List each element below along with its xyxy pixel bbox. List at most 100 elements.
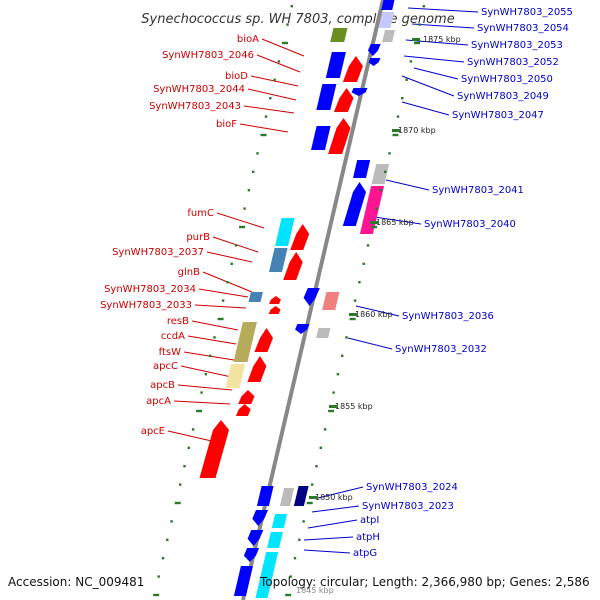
gene-label-synwh7803-2052[interactable]: SynWH7803_2052 — [467, 57, 559, 68]
gene-feature-bioA[interactable] — [330, 28, 348, 42]
gene-feature-synwh7803-2024c[interactable] — [293, 486, 309, 506]
gene-feature-purB[interactable] — [269, 248, 288, 272]
gene-feature-lower-a[interactable] — [233, 566, 253, 596]
gene-label-apcA[interactable]: apcA — [146, 396, 171, 407]
connector-left-10 — [198, 288, 249, 298]
gene-feature-synwh7803-2046[interactable] — [325, 52, 346, 78]
gene-feature-synwh7803-2041b[interactable] — [371, 164, 390, 184]
gene-label-ftsW[interactable]: ftsW — [159, 347, 181, 358]
gene-label-synwh7803-2044[interactable]: SynWH7803_2044 — [153, 84, 245, 95]
gene-feature-synwh7803-2034[interactable] — [269, 296, 281, 304]
gene-label-atpI[interactable]: atpI — [360, 515, 379, 526]
gene-feature-synwh7803-2037[interactable] — [283, 252, 303, 280]
gene-feature-bioF[interactable] — [311, 126, 331, 150]
gene-feature-fumC-2[interactable] — [290, 224, 310, 250]
gene-label-synwh7803-2054[interactable]: SynWH7803_2054 — [477, 23, 569, 34]
gene-label-bioA[interactable]: bioA — [237, 34, 259, 45]
scale-tick-left-29 — [166, 538, 169, 541]
gene-label-fumC[interactable]: fumC — [187, 208, 214, 219]
major-tick-0 — [412, 38, 420, 41]
scale-tick-right-32 — [285, 593, 292, 597]
gene-feature-bioD[interactable] — [342, 56, 363, 82]
position-tick-labels: 1875 kbp 1870 kbp 1865 kbp 1860 kbp 1855… — [296, 35, 461, 595]
scale-tick-left-5 — [269, 97, 272, 100]
gene-label-synwh7803-2055[interactable]: SynWH7803_2055 — [481, 7, 573, 18]
scale-tick-left-15 — [226, 281, 229, 284]
gene-label-purB[interactable]: purB — [186, 232, 210, 243]
gene-feature-apcE[interactable] — [199, 420, 230, 478]
connector-right-7 — [385, 179, 430, 191]
gene-feature-atpG[interactable] — [243, 548, 260, 562]
gene-label-atpG[interactable]: atpG — [353, 548, 377, 559]
gene-feature-synwh7803-2052[interactable] — [367, 44, 381, 56]
gene-label-synwh7803-2033[interactable]: SynWH7803_2033 — [100, 300, 192, 311]
gene-label-synwh7803-2034[interactable]: SynWH7803_2034 — [104, 284, 196, 295]
gene-feature-synwh7803-2049[interactable] — [351, 88, 368, 96]
gene-label-synwh7803-2046[interactable]: SynWH7803_2046 — [162, 50, 254, 61]
gene-label-synwh7803-2032[interactable]: SynWH7803_2032 — [395, 344, 487, 355]
gene-feature-synwh7803-2023[interactable] — [252, 510, 268, 526]
gene-feature-synwh7803-2036b[interactable] — [322, 292, 340, 310]
gene-feature-synwh7803-2032b[interactable] — [316, 328, 331, 338]
gene-feature-bioF-2[interactable] — [328, 118, 351, 154]
gene-feature-synwh7803-2054[interactable] — [378, 12, 395, 28]
gene-label-synwh7803-2024[interactable]: SynWH7803_2024 — [366, 482, 458, 493]
scale-tick-left-3 — [277, 60, 281, 63]
gene-label-atpH[interactable]: atpH — [356, 532, 380, 543]
gene-feature-synwh7803-2024a[interactable] — [256, 486, 274, 506]
gene-feature-synwh7803-2032[interactable] — [295, 324, 310, 334]
gene-feature-atpG-2[interactable] — [255, 552, 279, 598]
gene-feature-apcB[interactable] — [238, 390, 255, 404]
gene-feature-apcC[interactable] — [225, 364, 246, 388]
gene-feature-synwh7803-2040[interactable] — [342, 182, 366, 226]
scale-tick-left-31 — [157, 575, 160, 578]
gene-feature-synwh7803-2040b[interactable] — [359, 186, 385, 234]
gene-label-ccdA[interactable]: ccdA — [161, 331, 185, 342]
gene-feature-ccdA[interactable] — [254, 328, 273, 352]
gene-feature-synwh7803-2036[interactable] — [303, 288, 320, 306]
gene-feature-resB[interactable] — [233, 322, 257, 362]
gene-label-synwh7803-2023[interactable]: SynWH7803_2023 — [362, 501, 454, 512]
gene-feature-atpH-2[interactable] — [267, 532, 283, 548]
gene-feature-ftsW[interactable] — [247, 356, 267, 382]
gene-label-synwh7803-2050[interactable]: SynWH7803_2050 — [461, 74, 553, 85]
tick-label-1845-kbp: 1845 kbp — [296, 586, 334, 595]
gene-label-bioD[interactable]: bioD — [225, 71, 248, 82]
connector-right-9 — [355, 305, 400, 317]
gene-feature-synwh7803-2024b[interactable] — [279, 488, 295, 506]
gene-feature-glnB[interactable] — [248, 292, 263, 302]
gene-label-synwh7803-2037[interactable]: SynWH7803_2037 — [112, 247, 204, 258]
gene-label-bioF[interactable]: bioF — [216, 119, 237, 130]
scale-tick-right-13 — [366, 244, 370, 247]
scale-tick-left-30 — [161, 557, 165, 560]
gene-label-apcE[interactable]: apcE — [141, 426, 165, 437]
accession-text: Accession: NC_009481 — [8, 575, 144, 589]
scale-tick-left-28 — [170, 520, 173, 523]
gene-label-synwh7803-2047[interactable]: SynWH7803_2047 — [452, 110, 544, 121]
gene-label-synwh7803-2041[interactable]: SynWH7803_2041 — [432, 185, 524, 196]
gene-feature-synwh7803-2041[interactable] — [353, 160, 371, 178]
gene-feature-synwh7803-2044[interactable] — [316, 84, 337, 110]
map-title: Synechococcus sp. WH 7803, complete geno… — [141, 12, 454, 27]
connector-left-6 — [216, 212, 265, 229]
gene-label-apcB[interactable]: apcB — [150, 380, 175, 391]
gene-label-synwh7803-2049[interactable]: SynWH7803_2049 — [457, 91, 549, 102]
gene-label-synwh7803-2053[interactable]: SynWH7803_2053 — [471, 40, 563, 51]
gene-label-synwh7803-2043[interactable]: SynWH7803_2043 — [149, 101, 241, 112]
scale-tick-left-21 — [200, 391, 203, 394]
gene-label-resB[interactable]: resB — [167, 316, 189, 327]
gene-label-apcC[interactable]: apcC — [153, 361, 178, 372]
gene-feature-synwh7803-2050[interactable] — [368, 58, 381, 66]
gene-feature-synwh7803-2033[interactable] — [268, 306, 281, 314]
gene-feature-apcA[interactable] — [235, 404, 251, 416]
gene-label-synwh7803-2036[interactable]: SynWH7803_2036 — [402, 311, 494, 322]
scale-tick-left-9 — [252, 170, 255, 173]
gene-label-synwh7803-2040[interactable]: SynWH7803_2040 — [424, 219, 516, 230]
gene-label-glnB[interactable]: glnB — [178, 267, 200, 278]
gene-feature-synwh7803-2055[interactable] — [381, 0, 395, 10]
gene-feature-fumC[interactable] — [275, 218, 295, 246]
gene-feature-synwh7803-2053[interactable] — [382, 30, 395, 42]
gene-feature-synwh7803-2043[interactable] — [333, 88, 354, 112]
gene-feature-atpI[interactable] — [271, 514, 288, 528]
gene-feature-atpH[interactable] — [247, 530, 264, 546]
